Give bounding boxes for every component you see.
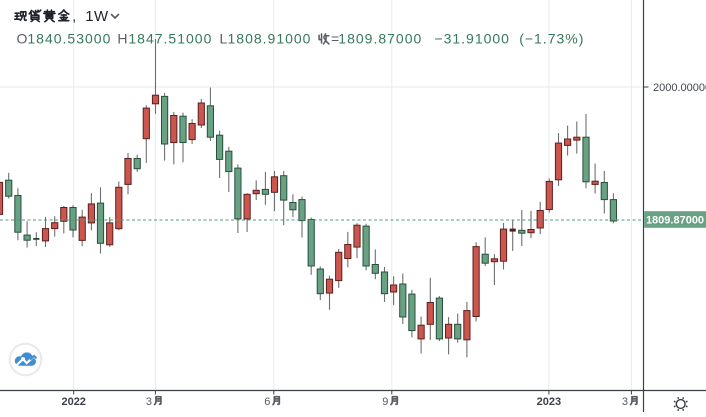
svg-text:3: 3 <box>622 396 628 408</box>
svg-text:6: 6 <box>264 396 270 408</box>
svg-text:1809.87000: 1809.87000 <box>646 215 704 227</box>
svg-text:=: = <box>331 31 340 47</box>
svg-text:1808.91000: 1808.91000 <box>228 31 312 47</box>
svg-text:1847.51000: 1847.51000 <box>128 31 212 47</box>
svg-text:−31.91000: −31.91000 <box>434 31 510 47</box>
svg-text:9: 9 <box>382 396 388 408</box>
svg-text:3: 3 <box>146 396 152 408</box>
svg-text:2022: 2022 <box>61 396 85 408</box>
svg-text:H: H <box>117 31 128 47</box>
svg-text:1809.87000: 1809.87000 <box>338 31 422 47</box>
svg-text:1W: 1W <box>85 8 109 25</box>
svg-text:L: L <box>220 31 229 47</box>
svg-text:2000.00000: 2000.00000 <box>653 82 706 94</box>
svg-text:,: , <box>72 8 76 24</box>
svg-text:O: O <box>17 31 29 47</box>
svg-text:2023: 2023 <box>537 396 561 408</box>
svg-text:(−1.73%): (−1.73%) <box>519 31 584 47</box>
svg-text:1840.53000: 1840.53000 <box>27 31 111 47</box>
